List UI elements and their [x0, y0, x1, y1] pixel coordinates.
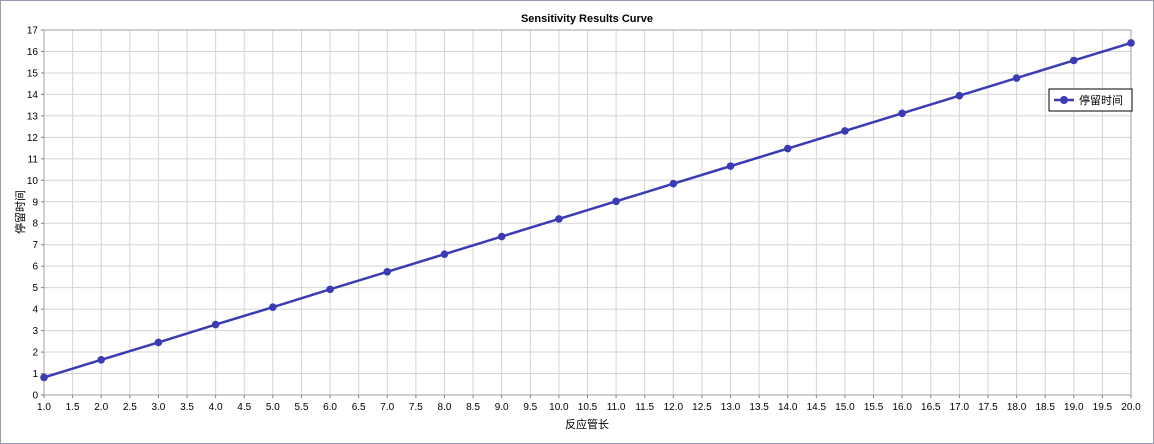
y-tick-label: 15	[27, 68, 39, 79]
data-point	[97, 355, 106, 364]
data-point	[1127, 39, 1135, 47]
legend-point-marker	[1060, 96, 1068, 104]
data-point	[40, 373, 48, 382]
y-tick-label: 10	[27, 176, 39, 187]
series-layer	[40, 39, 1135, 382]
x-tick-label: 8.5	[466, 402, 480, 413]
y-tick-label: 0	[32, 391, 38, 402]
legend-label: 停留时间	[1079, 93, 1123, 107]
x-tick-label: 18.0	[1007, 402, 1027, 413]
data-point	[612, 197, 620, 206]
x-tick-label: 1.5	[66, 402, 80, 413]
x-tick-label: 15.0	[835, 402, 855, 413]
y-tick-label: 3	[32, 326, 38, 337]
x-tick-label: 9.0	[495, 402, 509, 413]
y-axis-label: 停留时间	[13, 190, 27, 234]
x-tick-label: 19.5	[1093, 402, 1113, 413]
x-tick-label: 15.5	[864, 402, 884, 413]
x-tick-label: 7.0	[380, 402, 394, 413]
x-tick-label: 17.0	[950, 402, 970, 413]
x-tick-label: 2.5	[123, 402, 137, 413]
x-axis-label: 反应管长	[565, 417, 609, 431]
x-tick-label: 5.0	[266, 402, 280, 413]
x-tick-label: 1.0	[37, 402, 51, 413]
x-tick-label: 5.5	[294, 402, 308, 413]
x-tick-label: 2.0	[94, 402, 108, 413]
x-tick-label: 13.0	[721, 402, 741, 413]
x-tick-label: 14.5	[807, 402, 827, 413]
y-tick-label: 16	[27, 47, 39, 58]
y-tick-label: 11	[28, 154, 39, 165]
x-tick-label: 3.0	[151, 402, 165, 413]
data-point	[783, 144, 792, 153]
series-line	[43, 41, 1132, 379]
x-tick-label: 11.5	[635, 402, 654, 413]
x-tick-label: 7.5	[409, 402, 423, 413]
legend: 停留时间	[1048, 88, 1133, 112]
x-tick-label: 9.5	[523, 402, 537, 413]
x-tick-label: 4.5	[237, 402, 251, 413]
data-point	[326, 285, 334, 294]
data-point	[1012, 74, 1021, 82]
x-tick-label: 19.0	[1064, 402, 1084, 413]
x-axis: 1.0 1.5 2.0 2.5 3.0 3.5 4.0 4.5 5.0 5.5 6.0 6.5 7.0 7…	[37, 395, 1141, 413]
y-tick-label: 17	[27, 26, 39, 37]
x-tick-label: 13.5	[749, 402, 769, 413]
x-tick-label: 6.5	[352, 402, 366, 413]
data-point	[440, 250, 449, 258]
y-tick-label: 4	[32, 305, 38, 316]
x-tick-label: 12.5	[692, 402, 712, 413]
x-tick-label: 14.0	[778, 402, 798, 413]
y-tick-label: 2	[32, 348, 38, 359]
y-tick-label: 1	[32, 369, 38, 380]
x-tick-label: 3.5	[180, 402, 194, 413]
data-point	[555, 215, 563, 223]
x-tick-label: 18.5	[1035, 402, 1055, 413]
data-point	[269, 303, 277, 311]
data-point	[154, 338, 163, 347]
data-point	[1069, 56, 1078, 65]
x-tick-label: 6.0	[323, 402, 337, 413]
x-tick-label: 12.0	[664, 402, 684, 413]
data-point	[211, 320, 220, 329]
grid	[43, 29, 1132, 396]
data-point	[898, 109, 906, 118]
data-point	[955, 91, 964, 100]
y-tick-label: 6	[32, 262, 38, 273]
x-tick-label: 17.5	[978, 402, 998, 413]
y-tick-label: 13	[27, 111, 39, 122]
data-point	[497, 232, 506, 241]
data-point	[383, 267, 392, 276]
y-tick-label: 5	[32, 283, 38, 294]
x-tick-label: 4.0	[209, 402, 223, 413]
data-point	[841, 127, 849, 135]
x-tick-label: 20.0	[1121, 402, 1141, 413]
data-point	[726, 162, 735, 170]
data-point	[669, 179, 678, 188]
x-tick-label: 10.5	[578, 402, 598, 413]
y-tick-label: 9	[32, 197, 38, 208]
x-tick-label: 10.0	[549, 402, 569, 413]
y-tick-label: 14	[27, 90, 39, 101]
x-tick-label: 16.5	[921, 402, 941, 413]
y-tick-label: 12	[27, 133, 39, 144]
y-tick-label: 7	[32, 240, 38, 251]
legend-box	[1048, 88, 1133, 112]
x-tick-label: 11.0	[607, 402, 626, 413]
x-tick-label: 16.0	[892, 402, 912, 413]
y-tick-label: 8	[32, 219, 38, 230]
chart-title: Sensitivity Results Curve	[521, 13, 653, 25]
x-tick-label: 8.0	[438, 402, 452, 413]
